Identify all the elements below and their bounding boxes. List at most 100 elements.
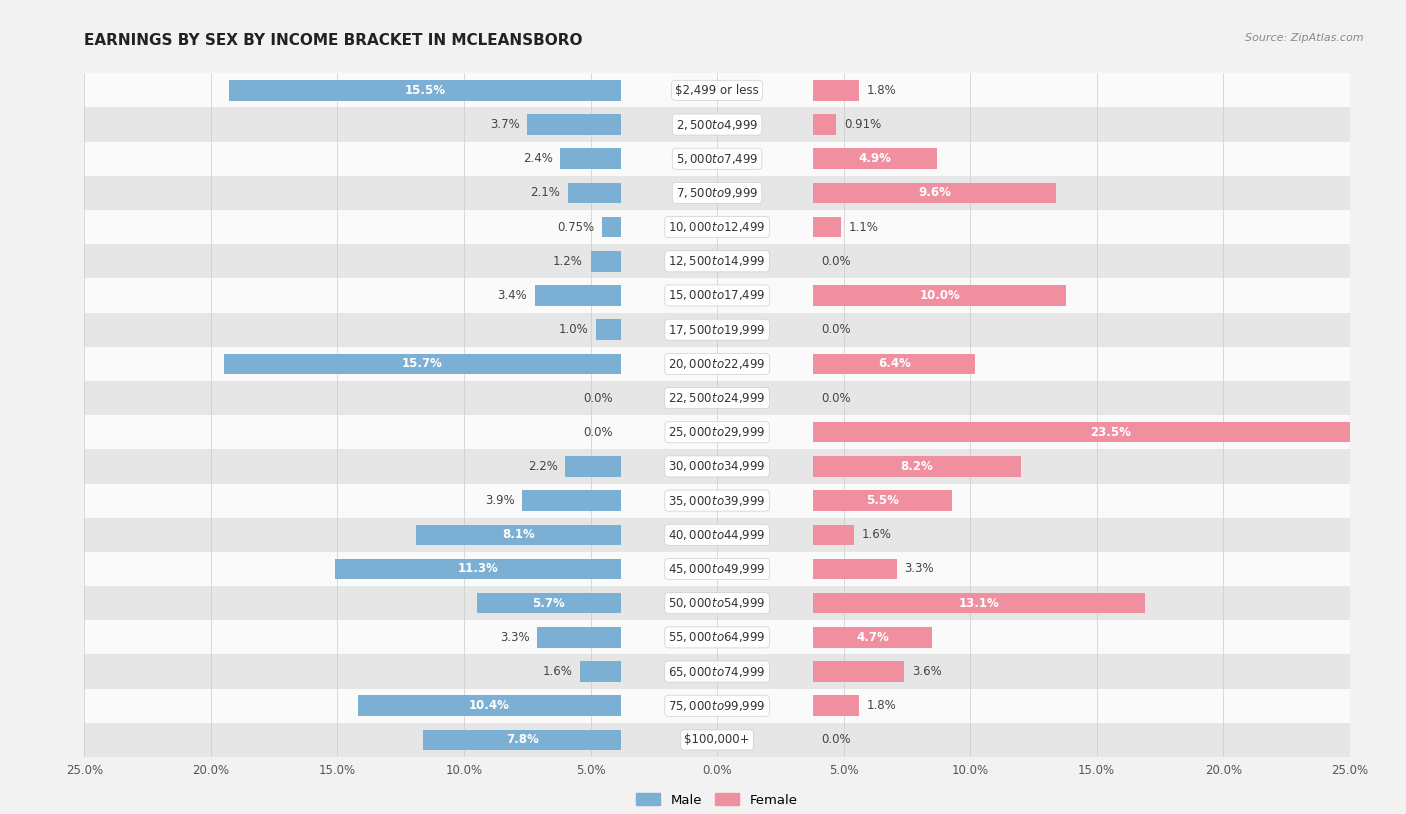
Text: 10.4%: 10.4% (468, 699, 510, 712)
Bar (527, 114, 621, 135)
Text: $25,000 to $29,999: $25,000 to $29,999 (668, 425, 766, 440)
Bar (84, 518, 1350, 552)
Bar (357, 695, 621, 716)
Bar (335, 558, 621, 580)
Bar (84, 449, 1350, 484)
Text: $17,500 to $19,999: $17,500 to $19,999 (668, 322, 766, 337)
Text: 0.0%: 0.0% (583, 392, 613, 405)
Bar (84, 176, 1350, 210)
Text: $55,000 to $64,999: $55,000 to $64,999 (668, 630, 766, 645)
Bar (813, 627, 932, 648)
Bar (813, 558, 897, 580)
Bar (84, 278, 1350, 313)
Text: 0.0%: 0.0% (821, 392, 851, 405)
Bar (813, 148, 938, 169)
Text: $45,000 to $49,999: $45,000 to $49,999 (668, 562, 766, 576)
Bar (813, 524, 853, 545)
Bar (813, 695, 859, 716)
Bar (229, 80, 621, 101)
Bar (84, 586, 1350, 620)
Text: 15.5%: 15.5% (405, 84, 446, 97)
Text: 1.8%: 1.8% (866, 84, 896, 97)
Legend: Male, Female: Male, Female (631, 788, 803, 812)
Text: $15,000 to $17,499: $15,000 to $17,499 (668, 288, 766, 303)
Bar (84, 142, 1350, 176)
Bar (84, 107, 1350, 142)
Text: 15.7%: 15.7% (402, 357, 443, 370)
Text: Source: ZipAtlas.com: Source: ZipAtlas.com (1246, 33, 1364, 42)
Text: 0.75%: 0.75% (557, 221, 595, 234)
Text: $65,000 to $74,999: $65,000 to $74,999 (668, 664, 766, 679)
Bar (813, 422, 1406, 443)
Bar (602, 217, 621, 238)
Bar (560, 148, 621, 169)
Text: 1.0%: 1.0% (558, 323, 588, 336)
Bar (813, 114, 837, 135)
Text: 0.0%: 0.0% (821, 255, 851, 268)
Text: $100,000+: $100,000+ (685, 733, 749, 746)
Text: 13.1%: 13.1% (959, 597, 1000, 610)
Bar (84, 620, 1350, 654)
Text: $2,500 to $4,999: $2,500 to $4,999 (676, 117, 758, 132)
Text: 7.8%: 7.8% (506, 733, 538, 746)
Bar (84, 210, 1350, 244)
Text: 1.6%: 1.6% (862, 528, 891, 541)
Text: 9.6%: 9.6% (918, 186, 950, 199)
Text: 8.1%: 8.1% (502, 528, 534, 541)
Text: 8.2%: 8.2% (901, 460, 934, 473)
Text: 5.7%: 5.7% (533, 597, 565, 610)
Bar (565, 456, 621, 477)
Bar (813, 593, 1144, 614)
Bar (813, 182, 1056, 204)
Text: $50,000 to $54,999: $50,000 to $54,999 (668, 596, 766, 610)
Text: 2.2%: 2.2% (527, 460, 558, 473)
Bar (813, 217, 841, 238)
Text: 1.1%: 1.1% (849, 221, 879, 234)
Text: $22,500 to $24,999: $22,500 to $24,999 (668, 391, 766, 405)
Bar (813, 353, 976, 374)
Text: $5,000 to $7,499: $5,000 to $7,499 (676, 151, 758, 166)
Text: $40,000 to $44,999: $40,000 to $44,999 (668, 527, 766, 542)
Bar (813, 490, 952, 511)
Text: $7,500 to $9,999: $7,500 to $9,999 (676, 186, 758, 200)
Text: 0.0%: 0.0% (821, 323, 851, 336)
Text: 3.6%: 3.6% (912, 665, 942, 678)
Text: 2.1%: 2.1% (530, 186, 560, 199)
Text: 3.3%: 3.3% (501, 631, 530, 644)
Text: 1.6%: 1.6% (543, 665, 572, 678)
Text: 6.4%: 6.4% (877, 357, 911, 370)
Text: $30,000 to $34,999: $30,000 to $34,999 (668, 459, 766, 474)
Bar (813, 661, 904, 682)
Text: $20,000 to $22,499: $20,000 to $22,499 (668, 357, 766, 371)
Text: 4.9%: 4.9% (859, 152, 891, 165)
Bar (84, 381, 1350, 415)
Text: 3.4%: 3.4% (498, 289, 527, 302)
Text: 10.0%: 10.0% (920, 289, 960, 302)
Text: 1.2%: 1.2% (553, 255, 583, 268)
Bar (84, 484, 1350, 518)
Text: 2.4%: 2.4% (523, 152, 553, 165)
Bar (84, 723, 1350, 757)
Bar (534, 285, 621, 306)
Text: $12,500 to $14,999: $12,500 to $14,999 (668, 254, 766, 269)
Bar (477, 593, 621, 614)
Bar (581, 661, 621, 682)
Text: $2,499 or less: $2,499 or less (675, 84, 759, 97)
Text: 0.91%: 0.91% (844, 118, 882, 131)
Bar (591, 251, 621, 272)
Bar (84, 654, 1350, 689)
Bar (84, 347, 1350, 381)
Text: 1.8%: 1.8% (866, 699, 896, 712)
Text: 3.3%: 3.3% (904, 562, 934, 575)
Bar (813, 80, 859, 101)
Bar (84, 689, 1350, 723)
Text: 0.0%: 0.0% (583, 426, 613, 439)
Bar (84, 73, 1350, 107)
Bar (423, 729, 621, 751)
Bar (224, 353, 621, 374)
Bar (596, 319, 621, 340)
Text: 5.5%: 5.5% (866, 494, 900, 507)
Bar (416, 524, 621, 545)
Text: EARNINGS BY SEX BY INCOME BRACKET IN MCLEANSBORO: EARNINGS BY SEX BY INCOME BRACKET IN MCL… (84, 33, 583, 47)
Bar (813, 456, 1021, 477)
